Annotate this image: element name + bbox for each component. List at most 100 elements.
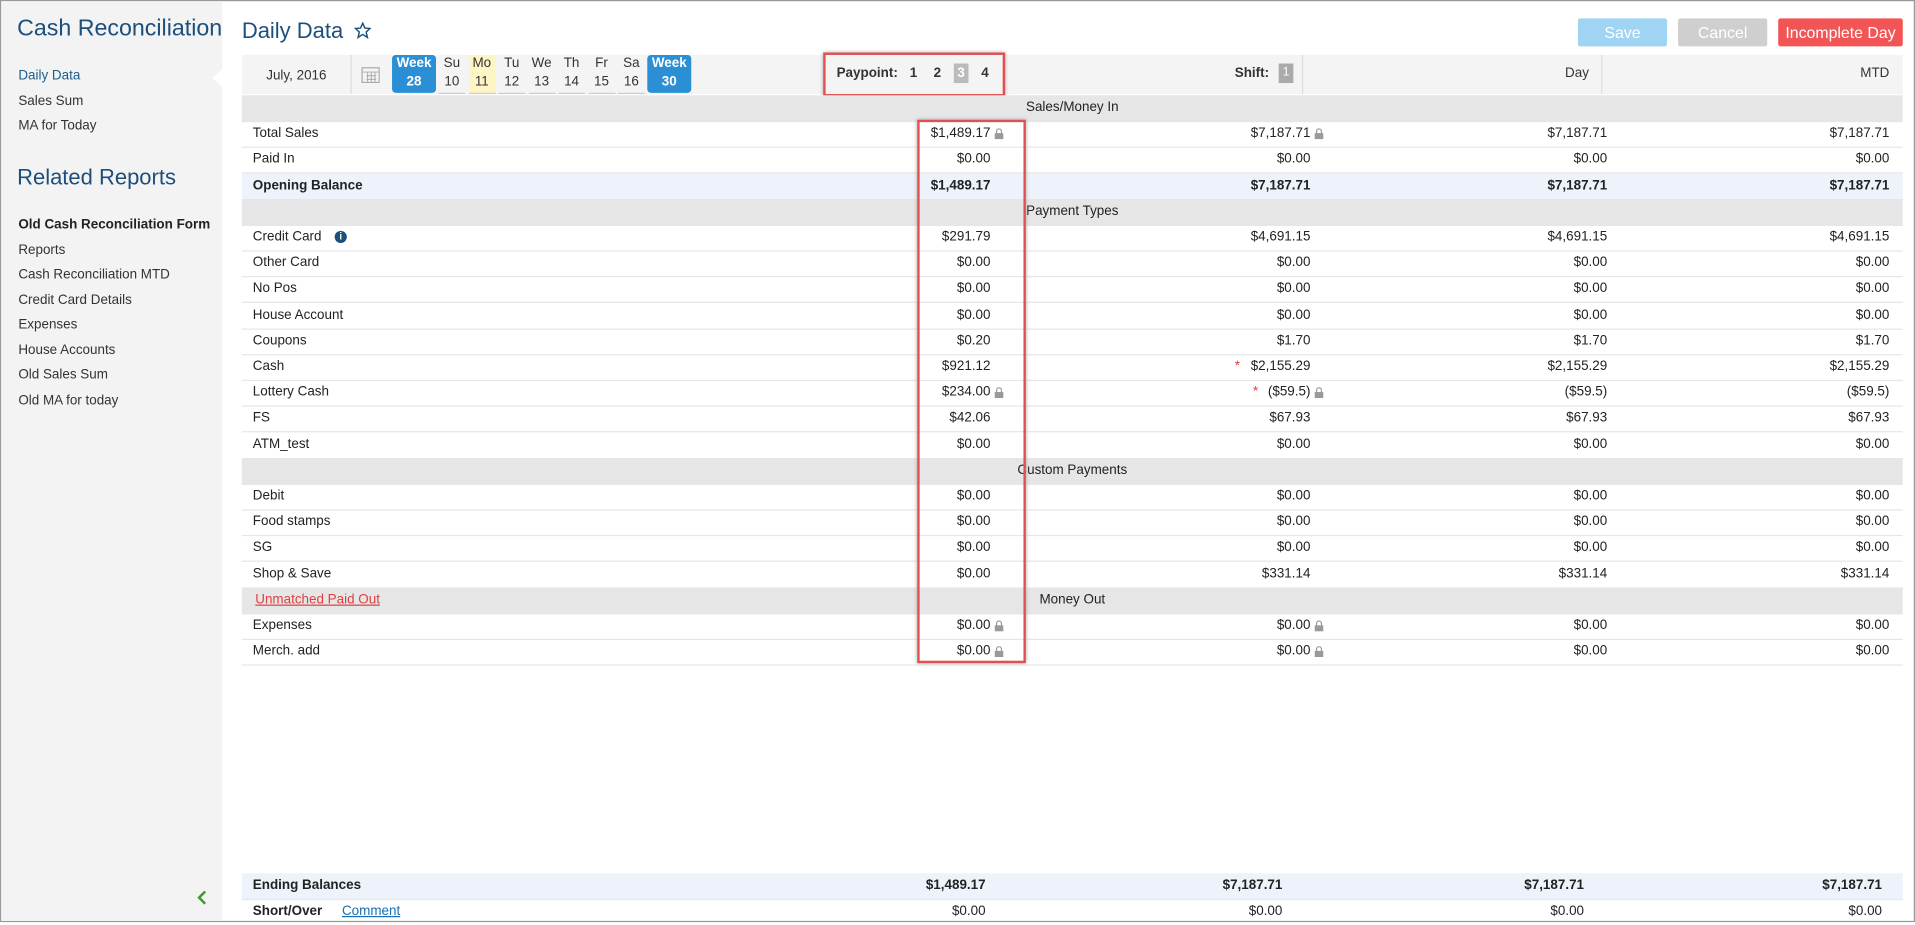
value-cell: $0.00 xyxy=(956,643,991,659)
day-button[interactable]: Mo 11 xyxy=(468,54,496,95)
value-cell: $0.00 xyxy=(1855,255,1890,271)
value-cell: $0.00 xyxy=(1276,151,1311,167)
value-cell: $0.00 xyxy=(1855,643,1890,659)
day-button[interactable]: We 13 xyxy=(528,55,556,95)
row-label: Short/Over xyxy=(252,903,323,919)
favorite-icon[interactable] xyxy=(354,21,372,39)
value-cell: $0.00 xyxy=(1276,436,1311,452)
day-button[interactable]: Sa 16 xyxy=(617,55,645,95)
nav-link[interactable]: MA for Today xyxy=(18,118,97,134)
value-cell: $0.00 xyxy=(1855,617,1890,633)
week-button[interactable]: Week 30 xyxy=(647,54,692,93)
unmatched-link[interactable]: Unmatched Paid Out xyxy=(255,592,380,607)
save-button[interactable]: Save xyxy=(1577,18,1668,47)
related-link[interactable]: Expenses xyxy=(18,317,78,333)
related-link[interactable]: Reports xyxy=(18,242,66,258)
row-label: Opening Balance xyxy=(252,177,363,193)
value-cell: $0.00 xyxy=(1248,903,1283,919)
paypoint-label: Paypoint: xyxy=(836,65,898,81)
info-icon[interactable]: i xyxy=(334,230,347,244)
value-cell: $331.14 xyxy=(1261,566,1311,581)
day-button[interactable]: Th 14 xyxy=(558,55,586,95)
day-day: Fr xyxy=(595,56,608,71)
row-label: Food stamps xyxy=(252,514,331,530)
section-title: Sales/Money In xyxy=(1025,100,1119,115)
collapse-icon[interactable] xyxy=(197,890,209,905)
related-link[interactable]: House Accounts xyxy=(18,342,116,358)
page-title: Daily Data xyxy=(241,18,344,43)
related-link[interactable]: Old MA for today xyxy=(18,392,119,408)
value-cell: $0.00 xyxy=(956,151,991,167)
value-cell: $291.79 xyxy=(941,229,991,245)
related-link[interactable]: Credit Card Details xyxy=(18,292,132,308)
value-cell: $0.00 xyxy=(956,436,991,452)
day-button[interactable]: Fr 15 xyxy=(588,55,615,95)
table-row: House Account $0.00 $0.00 $0.00 $0.00 xyxy=(241,302,1903,330)
section-header: Custom Payments xyxy=(241,457,1903,485)
section-header: Payment Types xyxy=(241,198,1903,226)
section-title: Custom Payments xyxy=(1017,462,1128,478)
shift-option[interactable]: 1 xyxy=(1278,63,1294,84)
row-label: Lottery Cash xyxy=(252,384,329,400)
row-label: SG xyxy=(252,540,273,555)
value-cell: $2,155.29 xyxy=(1250,359,1311,374)
value-cell: $7,187.71 xyxy=(1547,177,1608,193)
value-cell: $0.00 xyxy=(956,540,991,555)
related-title: Related Reports xyxy=(17,164,176,190)
day-date: 14 xyxy=(564,74,580,90)
paypoint-option[interactable]: 4 xyxy=(981,65,989,81)
row-label: Cash xyxy=(252,359,285,374)
table-row: Credit Card i $291.79 $4,691.15 $4,691.15 $4,… xyxy=(241,225,1903,252)
value-cell: $0.00 xyxy=(956,307,991,322)
day-day: Su xyxy=(443,56,461,71)
table-row: Merch. add $0.00 $0.00 $0.00 $0.00 xyxy=(241,639,1903,666)
row-label: Expenses xyxy=(252,617,312,633)
cancel-button[interactable]: Cancel xyxy=(1678,18,1768,47)
row-label: Ending Balances xyxy=(252,878,362,893)
lock-icon xyxy=(994,387,1004,399)
related-link[interactable]: Old Sales Sum xyxy=(18,367,108,383)
value-cell: $42.06 xyxy=(949,410,991,426)
value-cell: $0.00 xyxy=(956,255,991,271)
value-cell: $1,489.17 xyxy=(930,126,991,141)
table-row: SG $0.00 $0.00 $0.00 $0.00 xyxy=(241,535,1903,563)
related-link[interactable]: Old Cash Reconciliation Form xyxy=(18,217,211,233)
table-row: Opening Balance $1,489.17 $7,187.71 $7,187.… xyxy=(241,172,1903,200)
day-button[interactable]: Su 10 xyxy=(438,55,466,95)
lock-icon xyxy=(1314,620,1324,632)
value-cell: $331.14 xyxy=(1558,566,1608,581)
table-row: No Pos $0.00 $0.00 $0.00 $0.00 xyxy=(241,276,1903,304)
value-cell: $0.00 xyxy=(1573,488,1608,504)
paypoint-option[interactable]: 3 xyxy=(953,63,969,84)
short-over-row: Short/Over Comment $0.00 $0.00 $0.00 $0.00 xyxy=(242,899,1903,925)
row-label: ATM_test xyxy=(252,436,310,452)
calendar-icon[interactable] xyxy=(361,66,380,84)
incomplete-day-button[interactable]: Incomplete Day xyxy=(1778,18,1903,47)
week-label: Week xyxy=(651,56,687,71)
lock-icon xyxy=(1314,646,1324,658)
value-cell: $0.00 xyxy=(956,281,991,297)
value-cell: $331.14 xyxy=(1840,566,1890,581)
nav-link[interactable]: Daily Data xyxy=(18,68,81,84)
value-cell: $7,187.71 xyxy=(1250,177,1311,193)
related-link[interactable]: Cash Reconciliation MTD xyxy=(18,267,170,283)
sidebar-title: Cash Reconciliation xyxy=(17,15,223,42)
active-pointer xyxy=(212,68,224,88)
value-cell: $67.93 xyxy=(1848,410,1890,426)
paypoint-option[interactable]: 2 xyxy=(933,65,942,81)
week-button[interactable]: Week 28 xyxy=(392,54,437,93)
value-cell: ($59.5) xyxy=(1267,384,1311,400)
week-number: 28 xyxy=(406,74,422,90)
nav-link[interactable]: Sales Sum xyxy=(18,93,84,109)
value-cell: $4,691.15 xyxy=(1829,229,1890,245)
value-cell: $0.00 xyxy=(1573,255,1608,271)
ending-balances-row: Ending Balances $1,489.17 $7,187.71 $7,187.… xyxy=(241,873,1903,901)
table-row: Debit $0.00 $0.00 $0.00 $0.00 xyxy=(241,484,1903,511)
value-cell: $0.00 xyxy=(1573,151,1608,167)
comment-link[interactable]: Comment xyxy=(341,903,401,919)
day-button[interactable]: Tu 12 xyxy=(498,55,526,95)
value-cell: $0.00 xyxy=(1573,617,1608,633)
paypoint-option[interactable]: 1 xyxy=(909,65,918,81)
section-title: Payment Types xyxy=(1026,203,1119,219)
row-label: FS xyxy=(252,410,270,426)
